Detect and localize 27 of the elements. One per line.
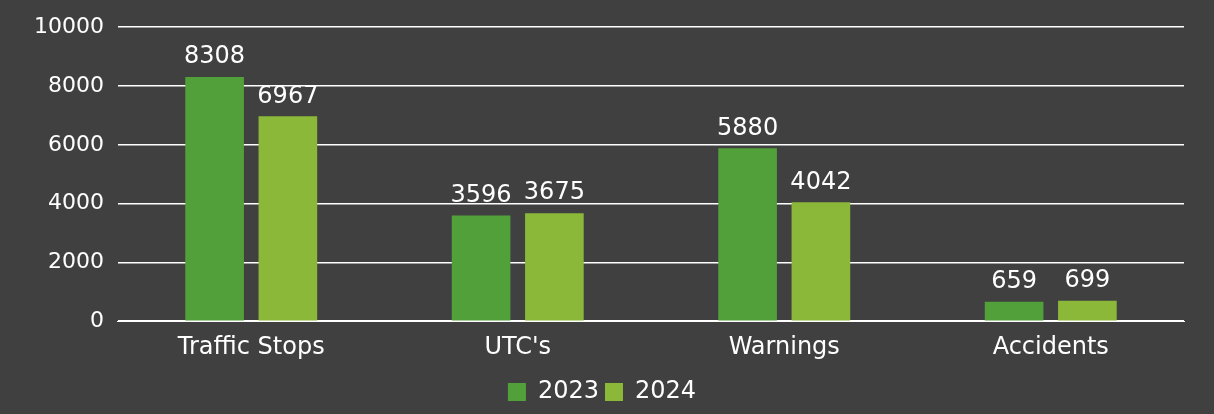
x-tick-label: Accidents xyxy=(992,331,1109,360)
x-tick-label: Traffic Stops xyxy=(176,331,325,360)
x-tick-label: Warnings xyxy=(728,331,840,360)
data-label: 4042 xyxy=(790,166,852,195)
bar xyxy=(258,116,318,321)
data-label: 3596 xyxy=(450,179,512,208)
y-tick-label: 2000 xyxy=(47,248,104,274)
legend-label: 2023 xyxy=(537,376,599,405)
data-label: 3675 xyxy=(523,177,585,206)
data-label: 659 xyxy=(991,266,1038,295)
data-label: 5880 xyxy=(717,112,779,141)
data-label: 699 xyxy=(1064,264,1111,293)
bar xyxy=(451,215,511,321)
y-tick-label: 6000 xyxy=(47,130,104,156)
bar xyxy=(185,76,244,321)
bar xyxy=(525,213,584,321)
data-label: 8308 xyxy=(184,41,246,70)
bar xyxy=(791,202,851,321)
bar xyxy=(1058,300,1117,321)
y-tick-label: 0 xyxy=(89,306,104,332)
x-tick-label: UTC's xyxy=(484,331,552,360)
y-tick-label: 4000 xyxy=(47,189,104,215)
bar xyxy=(718,148,777,321)
bar xyxy=(984,301,1044,321)
y-tick-label: 10000 xyxy=(33,12,104,38)
legend-label: 2024 xyxy=(635,376,697,405)
y-tick-label: 8000 xyxy=(47,71,104,97)
